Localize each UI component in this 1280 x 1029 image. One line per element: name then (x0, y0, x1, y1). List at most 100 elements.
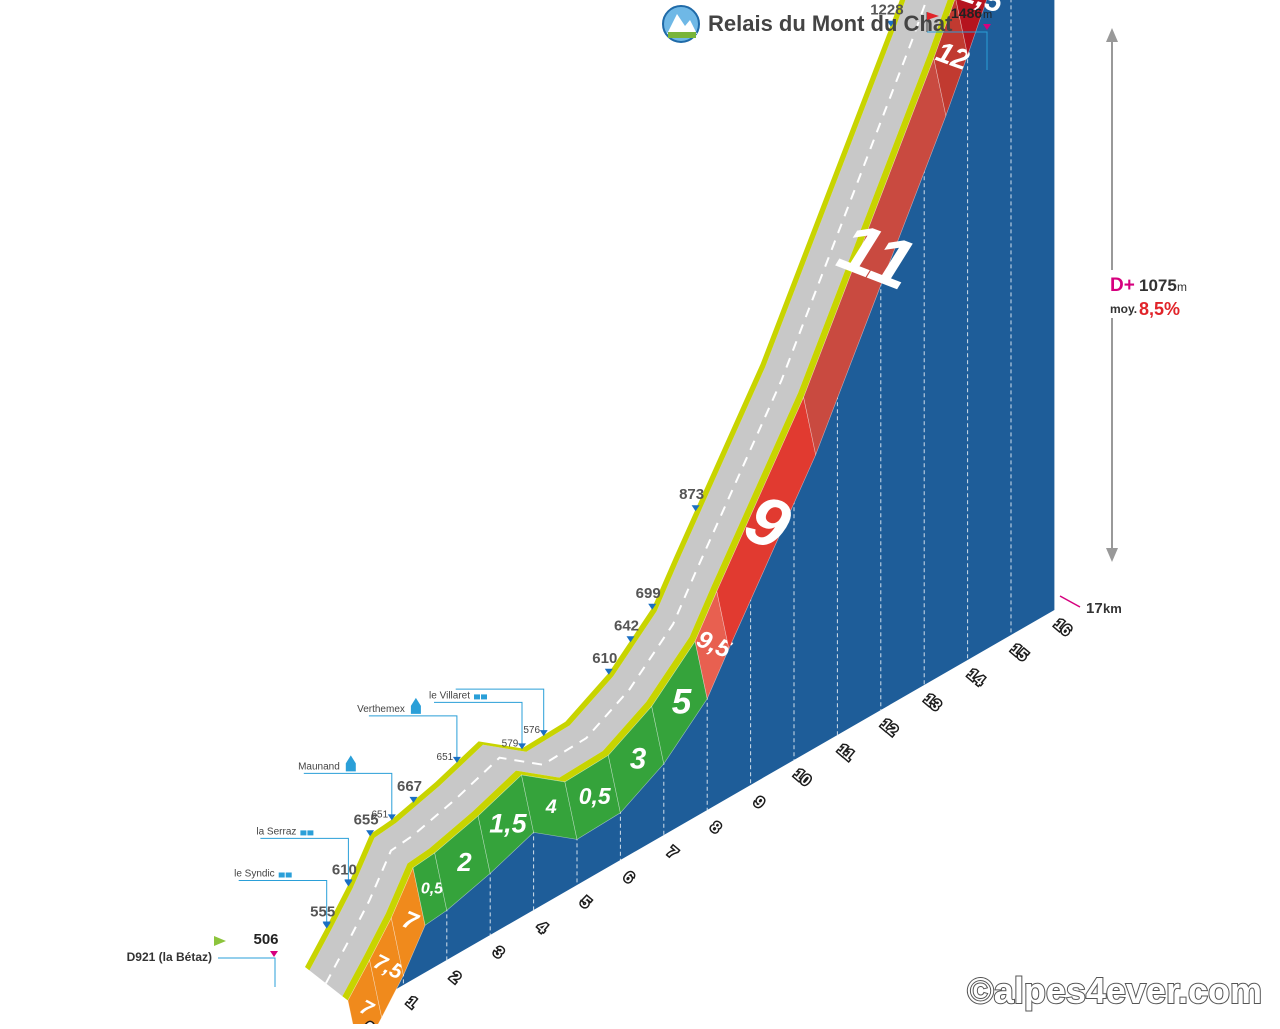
km-tick-label: 16 (1051, 616, 1075, 640)
distance-value: 17 (1086, 600, 1103, 617)
place-leader-line (238, 880, 328, 923)
place-elevation: 651 (437, 752, 454, 763)
summit-marker-arrow (983, 24, 991, 30)
place-marker-arrow (344, 879, 353, 886)
village-icon (300, 830, 314, 836)
height-arrow-bottom (1106, 548, 1118, 562)
place-marker-arrow (518, 743, 526, 750)
place-leader-line (434, 701, 523, 745)
grade-label: 0,5 (421, 880, 444, 897)
elevation-marker-label: 667 (397, 778, 422, 795)
place-marker-arrow (322, 921, 331, 928)
church-shape (410, 697, 421, 714)
distance-leader-line (1059, 595, 1081, 608)
km-tick-label: 9 (750, 793, 767, 811)
km-tick-label: 5 (577, 893, 594, 911)
start-name: D921 (la Bétaz) (127, 950, 212, 964)
km-tick-label: 1 (403, 993, 420, 1011)
elevation-marker-label: 610 (592, 650, 617, 667)
elevation-marker-arrow (366, 830, 375, 837)
km-tick-label: 3 (490, 943, 507, 961)
place-leader-line (368, 715, 458, 758)
place-name: le Villaret (429, 690, 470, 701)
summit-elevation: 1486 (951, 5, 982, 21)
stats-backdrop (1106, 270, 1196, 318)
start-elevation: 506 (253, 931, 278, 948)
house-shape (474, 694, 480, 700)
km-tick-label: 15 (1007, 641, 1031, 665)
logo-peak (667, 14, 697, 34)
start-flag-icon (214, 936, 226, 946)
place-elevation: 651 (371, 809, 388, 820)
place-marker-arrow (387, 814, 396, 821)
elevation-marker-arrow (626, 636, 635, 643)
road-centerline (325, 0, 928, 984)
km-tick-label: 4 (533, 918, 551, 937)
house-shape (300, 830, 307, 836)
km-tick-label: 7 (663, 843, 680, 861)
logo-grass (668, 32, 696, 38)
avg-value: 8,5% (1139, 299, 1180, 319)
elevation-marker-label: 555 (310, 904, 335, 921)
house-shape (481, 694, 487, 700)
km-tick-label: 12 (877, 716, 901, 740)
gain-label: D+ (1110, 275, 1135, 296)
house-shape (278, 872, 285, 878)
km-tick-label: 8 (707, 818, 724, 836)
avg-label: moy. (1110, 302, 1137, 316)
grade-segment (955, 0, 987, 57)
road-surface (309, 0, 948, 997)
place-name: la Serraz (256, 826, 296, 837)
church-shape (345, 755, 356, 772)
summit-unit: m (983, 9, 992, 21)
km-tick-label: 6 (620, 868, 637, 886)
village-icon (474, 694, 487, 700)
place-leader-line (455, 688, 545, 732)
church-icon (345, 755, 356, 772)
km-tick-label: 10 (790, 766, 814, 790)
place-leader-line (303, 772, 393, 816)
summit-leader-line (927, 31, 988, 70)
summit-flag-icon (927, 12, 939, 20)
church-icon (410, 697, 421, 714)
elevation-marker-label: 610 (332, 861, 357, 878)
place-elevation: 576 (523, 725, 540, 736)
place-marker-arrow (539, 730, 548, 737)
height-arrow-top (1106, 28, 1118, 42)
gain-unit: m (1177, 280, 1187, 294)
grade-label: 5 (672, 683, 692, 722)
place-name: Verthemex (357, 704, 405, 715)
place-elevation: 579 (502, 738, 519, 749)
place-name: Maunand (298, 761, 340, 772)
place-name: le Syndic (234, 869, 275, 880)
km-tick-label: 11 (834, 741, 857, 764)
grade-label: 1,5 (489, 808, 527, 838)
distance-unit: km (1103, 601, 1122, 616)
elevation-marker-arrow (604, 668, 613, 675)
grade-label: 4 (545, 796, 557, 818)
km-tick-label: 13 (921, 691, 945, 715)
elevation-marker-label: 1228 (870, 2, 903, 19)
house-shape (285, 872, 292, 878)
grade-label: 0,5 (579, 783, 611, 809)
elevation-marker-arrow (409, 796, 418, 803)
km-tick-label: 2 (446, 968, 463, 986)
elevation-marker-arrow (691, 505, 700, 512)
house-shape (307, 830, 314, 836)
elevation-marker-label: 655 (354, 811, 379, 828)
km-tick-label: 14 (964, 666, 988, 690)
place-leader-line (260, 837, 349, 881)
gain-value: 1075 (1139, 276, 1177, 295)
village-icon (278, 872, 292, 878)
summit-title: Relais du Mont du Chat (708, 11, 953, 36)
elevation-marker-arrow (648, 603, 657, 610)
watermark-text: ©alpes4ever.com (967, 970, 1262, 1011)
elevation-marker-label: 699 (636, 585, 661, 602)
start-leader-line (218, 957, 276, 987)
elevation-marker-arrow (886, 20, 895, 27)
mountain-logo-icon (662, 5, 700, 43)
start-marker-arrow (270, 951, 278, 957)
grade-label: 2 (456, 849, 471, 877)
